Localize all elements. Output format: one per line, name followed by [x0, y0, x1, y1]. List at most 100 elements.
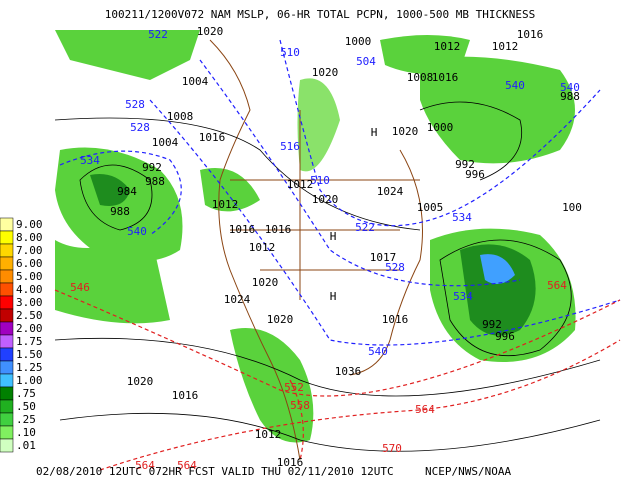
isobars — [54, 101, 601, 452]
pressure-label: 1016 — [265, 223, 292, 236]
pressure-label: 1016 — [517, 28, 544, 41]
thickness-label: 546 — [70, 281, 90, 294]
legend-label: .25 — [16, 413, 36, 426]
thickness-label: 528 — [125, 98, 145, 111]
coast — [349, 149, 423, 376]
thickness-label: 534 — [453, 290, 473, 303]
pressure-label: 1008 — [167, 110, 194, 123]
map-labels: 1020102410201016101610121016101210201024… — [70, 25, 582, 472]
pressure-label: 1012 — [212, 198, 239, 211]
legend-swatch — [0, 360, 14, 375]
legend-swatch — [0, 399, 14, 414]
thickness-label: 564 — [415, 403, 435, 416]
precip-legend: 9.008.007.006.005.004.003.002.502.001.75… — [0, 217, 43, 453]
pressure-label: 1020 — [197, 25, 224, 38]
thickness-label: 522 — [355, 221, 375, 234]
pressure-label: 1020 — [392, 125, 419, 138]
thickness-label: 540 — [127, 225, 147, 238]
coast — [209, 39, 301, 461]
legend-swatch — [0, 256, 14, 271]
thickness-label: 528 — [130, 121, 150, 134]
source: NCEP/NWS/NOAA — [425, 465, 511, 478]
precip-area — [230, 328, 314, 443]
pressure-label: 1016 — [277, 456, 304, 469]
pressure-label: 992 — [142, 161, 162, 174]
pressure-label: 1017 — [370, 251, 397, 264]
precip-area — [55, 30, 200, 80]
pressure-label: 1004 — [152, 136, 179, 149]
legend-label: 4.00 — [16, 283, 43, 296]
thickness-label: 540 — [505, 79, 525, 92]
pressure-label: 984 — [117, 185, 137, 198]
high-marker: H — [330, 230, 337, 243]
pressure-label: 1012 — [255, 428, 282, 441]
precip-area — [420, 56, 575, 164]
border — [230, 110, 420, 300]
pressure-label: 1016 — [172, 389, 199, 402]
pressure-label: 996 — [465, 168, 485, 181]
thickness-label: 516 — [280, 140, 300, 153]
pressure-label: 992 — [455, 158, 475, 171]
thickness-label: 558 — [290, 399, 310, 412]
precip-area — [380, 35, 470, 74]
pressure-label: 1016 — [229, 223, 256, 236]
legend-swatch — [0, 334, 14, 349]
legend-label: 9.00 — [16, 218, 43, 231]
pressure-label: 1016 — [382, 313, 409, 326]
warm-thickness-lines — [54, 289, 621, 471]
thickness-label: 564 — [547, 279, 567, 292]
coastlines — [209, 39, 423, 461]
pressure-label: 988 — [145, 175, 165, 188]
legend-swatch — [0, 412, 14, 427]
thickness-label: 510 — [310, 174, 330, 187]
thickness-label: 570 — [382, 442, 402, 455]
pressure-label: 1012 — [287, 178, 314, 191]
run-info: 02/08/2010 12UTC 072HR FCST VALID THU 02… — [36, 465, 394, 478]
legend-swatch — [0, 425, 14, 440]
thickness-lines — [59, 39, 621, 346]
pressure-label: 1012 — [492, 40, 519, 53]
legend-label: 8.00 — [16, 231, 43, 244]
pressure-label: 996 — [495, 330, 515, 343]
high-marker: H — [330, 290, 337, 303]
pressure-label: 1016 — [199, 131, 226, 144]
legend-swatch — [0, 438, 14, 453]
legend-swatch — [0, 243, 14, 258]
thickness-label: 528 — [385, 261, 405, 274]
pressure-label: 1004 — [182, 75, 209, 88]
legend-label: 3.00 — [16, 296, 43, 309]
thickness-label: 564 — [177, 459, 197, 472]
pressure-label: 1012 — [249, 241, 276, 254]
pressure-label: 992 — [482, 318, 502, 331]
legend-swatch — [0, 282, 14, 297]
precip-area — [55, 230, 170, 324]
precip-area — [480, 254, 515, 284]
legend-label: 1.25 — [16, 361, 43, 374]
legend-swatch — [0, 269, 14, 284]
pressure-label: 1005 — [417, 201, 444, 214]
thickness-label: 540 — [560, 81, 580, 94]
legend-label: 2.00 — [16, 322, 43, 335]
precip-area — [90, 174, 130, 206]
legend-label: 5.00 — [16, 270, 43, 283]
legend-swatch — [0, 295, 14, 310]
pressure-label: 100 — [562, 201, 582, 214]
high-marker: H — [371, 126, 378, 139]
legend-label: 6.00 — [16, 257, 43, 270]
pressure-label: 1020 — [312, 193, 339, 206]
legend-swatch — [0, 386, 14, 401]
pressure-label: 988 — [110, 205, 130, 218]
pressure-label: 1020 — [312, 66, 339, 79]
pressure-label: 1020 — [127, 375, 154, 388]
pressure-label: 1000 — [345, 35, 372, 48]
legend-label: 1.00 — [16, 374, 43, 387]
pressure-label: 1012 — [434, 40, 461, 53]
thickness-label: 504 — [356, 55, 376, 68]
pressure-label: 1000 — [427, 121, 454, 134]
precip-area — [200, 168, 260, 212]
pressure-label: 1024 — [377, 185, 404, 198]
legend-label: 1.50 — [16, 348, 43, 361]
legend-swatch — [0, 217, 14, 232]
pressure-label: 1008 — [407, 71, 434, 84]
